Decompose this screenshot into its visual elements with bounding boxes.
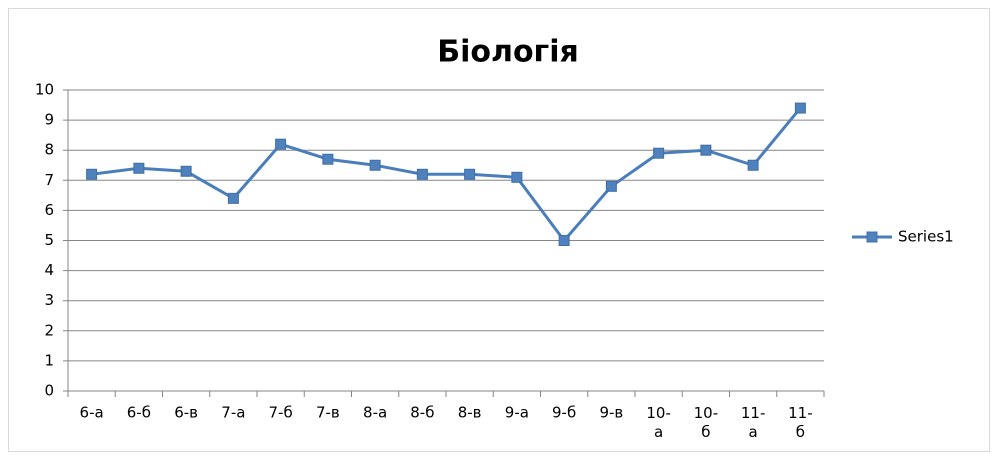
y-tick-label: 2 — [44, 321, 54, 339]
marker — [558, 235, 570, 246]
x-tick-label: 11-б — [788, 404, 813, 441]
legend-marker — [866, 231, 878, 243]
marker — [133, 162, 145, 174]
x-tick-label: 11-а — [741, 404, 766, 441]
y-tick-label: 0 — [44, 382, 54, 400]
y-tick-label: 5 — [44, 231, 54, 249]
x-tick-label: 10-б — [694, 404, 719, 441]
x-tick-label: 6-б — [127, 404, 151, 422]
marker — [605, 180, 617, 192]
x-tick-label: 6-в — [174, 404, 198, 422]
y-tick-label: 10 — [35, 81, 54, 99]
x-tick-label: 9-б — [552, 404, 576, 422]
x-tick-label: 8-а — [363, 404, 387, 422]
chart-title: Біологія — [437, 35, 579, 70]
marker — [369, 159, 381, 171]
x-tick-label: 8-б — [410, 404, 434, 422]
marker — [464, 168, 476, 180]
marker — [747, 159, 759, 171]
x-tick-label: 10-а — [646, 404, 671, 441]
y-tick-label: 9 — [44, 111, 54, 129]
marker — [227, 192, 239, 204]
x-tick-label: 6-а — [80, 404, 104, 422]
x-tick-label: 7-б — [269, 404, 293, 422]
marker — [275, 138, 287, 150]
y-tick-label: 6 — [44, 201, 54, 219]
x-tick-label: 7-в — [316, 404, 340, 422]
marker — [416, 168, 428, 180]
marker — [653, 147, 665, 159]
marker — [86, 168, 98, 180]
x-tick-label: 9-в — [599, 404, 623, 422]
marker — [794, 102, 806, 114]
marker — [700, 144, 712, 156]
x-tick-label: 8-в — [458, 404, 482, 422]
legend-label: Series1 — [898, 228, 954, 246]
y-tick-label: 3 — [44, 291, 54, 309]
series-line — [91, 107, 802, 242]
y-tick-label: 8 — [44, 141, 54, 159]
y-tick-label: 4 — [44, 261, 54, 279]
x-tick-label: 9-а — [505, 404, 529, 422]
marker — [511, 171, 523, 183]
x-tick-label: 7-а — [221, 404, 245, 422]
y-tick-label: 1 — [44, 351, 54, 369]
marker — [322, 153, 334, 165]
chart-frame — [8, 8, 990, 452]
y-tick-label: 7 — [44, 171, 54, 189]
marker — [180, 165, 192, 177]
